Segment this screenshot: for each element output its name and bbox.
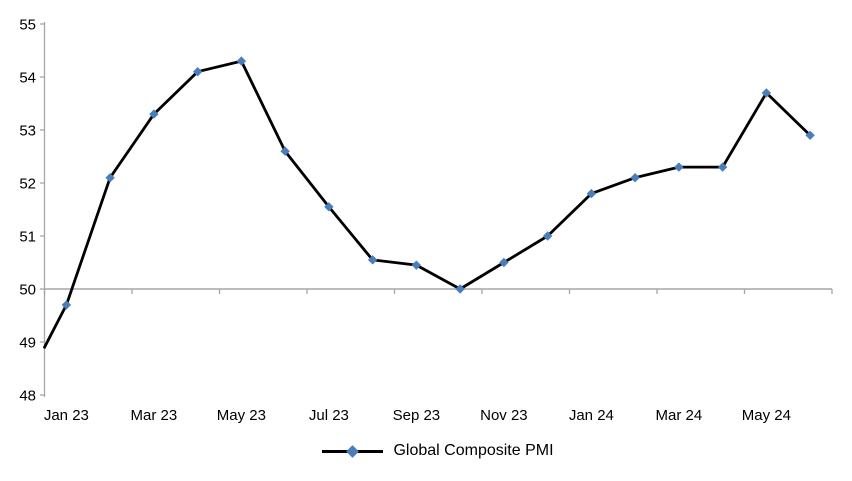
data-point-marker	[105, 173, 115, 183]
y-axis-tick-label: 55	[19, 17, 36, 34]
y-axis-tick-label: 51	[19, 229, 36, 246]
data-point-marker	[674, 162, 684, 172]
x-axis-tick-label: Nov 23	[480, 407, 528, 424]
data-point-marker	[61, 300, 72, 310]
legend-label: Global Composite PMI	[393, 442, 554, 459]
data-point-marker	[324, 202, 334, 212]
x-axis-tick-label: Sep 23	[393, 407, 441, 424]
data-point-marker	[280, 146, 290, 156]
y-axis-tick-label: 53	[19, 123, 36, 140]
data-point-marker	[236, 56, 247, 66]
y-axis-tick-label: 54	[19, 70, 36, 87]
x-axis-tick-label: Jan 24	[569, 407, 614, 424]
y-axis-tick-label: 52	[19, 176, 36, 193]
data-point-marker	[411, 260, 422, 270]
y-axis-tick-label: 48	[19, 388, 36, 405]
x-axis-tick-label: Mar 23	[131, 407, 178, 424]
x-axis-tick-label: May 23	[217, 407, 266, 424]
data-point-marker	[717, 162, 728, 172]
x-axis-tick-label: May 24	[742, 407, 791, 424]
data-point-marker	[630, 173, 640, 183]
data-point-marker	[542, 231, 553, 241]
data-point-marker	[149, 109, 159, 119]
data-point-marker	[761, 88, 772, 98]
x-axis-tick-label: Jan 23	[44, 407, 89, 424]
legend: Global Composite PMI	[44, 440, 832, 462]
legend-diamond-marker-icon	[346, 444, 360, 458]
data-point-marker	[805, 130, 815, 140]
data-point-marker	[192, 67, 203, 77]
data-point-marker	[586, 188, 597, 199]
y-axis-tick-label: 50	[19, 282, 36, 299]
legend-line-sample	[322, 444, 384, 458]
data-point-marker	[367, 255, 378, 265]
y-axis-tick-label: 49	[19, 335, 36, 352]
x-axis-tick-label: Jul 23	[309, 407, 349, 424]
data-point-marker	[499, 257, 509, 268]
data-point-marker	[455, 284, 465, 294]
pmi-series-line	[43, 59, 812, 349]
x-axis-tick-label: Mar 24	[656, 407, 703, 424]
